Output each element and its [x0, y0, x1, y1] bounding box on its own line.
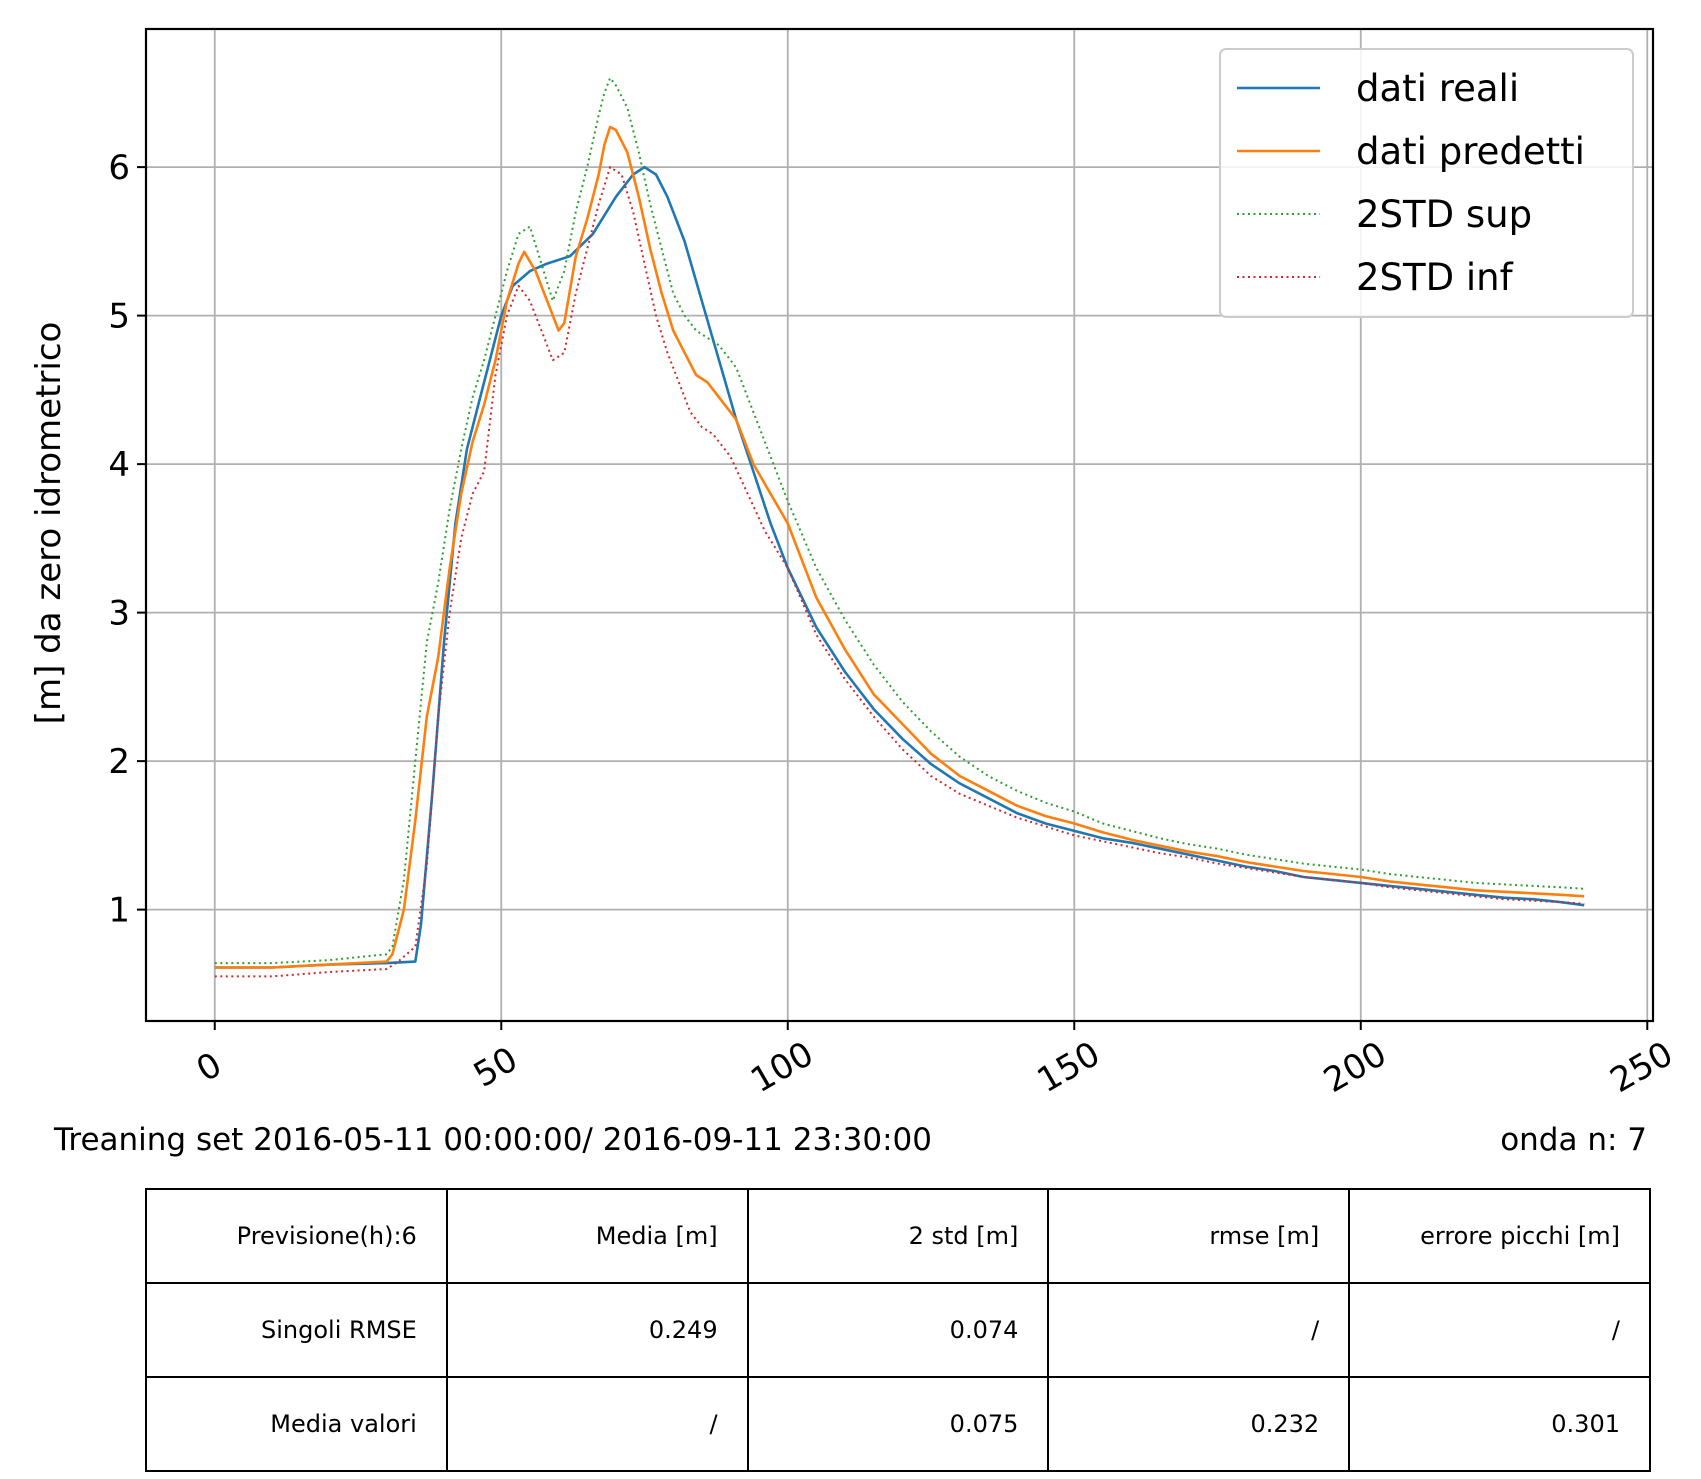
line-chart: 0 50 100 150 200 250 1 2 3 4 5 6 [m] da zero idrome…	[29, 27, 1680, 1101]
table-cell: Previsione(h):6	[145, 1188, 448, 1284]
table-cell: Media valori	[145, 1376, 448, 1472]
y-tick-label: 4	[108, 445, 130, 485]
table-cell: Media [m]	[445, 1188, 749, 1284]
y-tick-label: 3	[108, 594, 130, 634]
legend-label: dati predetti	[1356, 130, 1585, 173]
series-line-2std-sup	[214, 77, 1585, 965]
table-cell: 0.249	[445, 1282, 749, 1378]
stats-table: Previsione(h):6 Media [m] 2 std [m] rmse…	[145, 1188, 1651, 1472]
table-cell: /	[1348, 1282, 1651, 1378]
series-line-dati-predetti	[214, 125, 1585, 969]
legend-frame	[1219, 48, 1634, 318]
table-cell: Singoli RMSE	[145, 1282, 448, 1378]
table-cell: errore picchi [m]	[1348, 1188, 1651, 1284]
y-tick-label: 1	[108, 891, 130, 931]
legend: dati reali dati predetti 2STD sup 2STD inf	[1219, 48, 1634, 318]
x-tick-label: 100	[744, 1034, 820, 1101]
x-tick-label: 0	[190, 1045, 229, 1090]
table-cell: /	[445, 1376, 749, 1472]
series-line-2std-inf	[214, 166, 1585, 978]
table-cell: 2 std [m]	[746, 1188, 1050, 1284]
y-tick-label: 2	[108, 742, 130, 782]
table-row: Previsione(h):6 Media [m] 2 std [m] rmse…	[145, 1188, 1651, 1284]
table-cell: 0.232	[1047, 1376, 1351, 1472]
table-cell: rmse [m]	[1047, 1188, 1351, 1284]
series-layer	[214, 77, 1585, 978]
x-tick-label: 50	[467, 1039, 524, 1095]
table-row: Media valori / 0.075 0.232 0.301	[145, 1376, 1651, 1472]
series-line-dati-reali	[214, 165, 1585, 969]
legend-label: 2STD sup	[1356, 193, 1532, 236]
table-cell: 0.074	[746, 1282, 1050, 1378]
x-tick-label: 150	[1031, 1034, 1107, 1101]
table-cell: 0.075	[746, 1376, 1050, 1472]
table-cell: 0.301	[1348, 1376, 1651, 1472]
plot-frame	[144, 27, 1655, 1023]
grid	[146, 29, 1653, 1021]
y-tick-label: 5	[108, 297, 130, 337]
y-tick-label: 6	[108, 148, 130, 188]
table-cell: /	[1047, 1282, 1351, 1378]
table-row: Singoli RMSE 0.249 0.074 / /	[145, 1282, 1651, 1378]
y-axis-label: [m] da zero idrometrico	[29, 322, 69, 725]
x-tick-label: 200	[1317, 1034, 1393, 1101]
legend-label: 2STD inf	[1356, 256, 1514, 299]
x-tick-label: 250	[1604, 1034, 1680, 1101]
legend-label: dati reali	[1356, 67, 1519, 110]
wave-number-caption: onda n: 7	[1500, 1122, 1647, 1158]
training-set-caption: Treaning set 2016-05-11 00:00:00/ 2016-0…	[54, 1122, 932, 1158]
